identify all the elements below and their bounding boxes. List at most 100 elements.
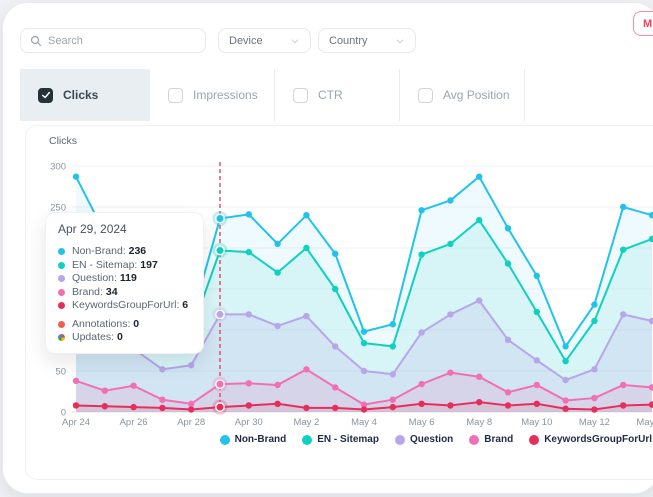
data-point [332,285,339,293]
x-tick-label: Apr 26 [120,417,148,428]
legend-item-non-brand[interactable]: Non-Brand [219,434,286,445]
tooltip-row-non-brand: Non-Brand: 236 [58,245,191,259]
tab-avg-position[interactable]: Avg Position [400,69,525,121]
data-point [418,251,425,258]
data-point [245,248,252,256]
legend-label: Brand [484,434,514,445]
corner-menu-button-label: M [643,17,653,30]
checkbox-icon[interactable] [293,87,308,103]
data-point [591,317,598,325]
data-point [130,382,137,389]
data-point [562,376,569,384]
tooltip-row-text: EN - Sitemap: 197 [72,258,158,271]
tooltip-row-text: Updates: 0 [72,331,123,343]
checkbox-icon[interactable] [418,87,433,103]
data-point [274,322,281,330]
data-point [533,272,540,280]
data-point [101,403,109,410]
data-point [447,311,454,318]
data-point [447,402,454,409]
data-point [360,367,368,375]
checkbox-checked-icon[interactable] [38,87,53,103]
data-point [418,380,425,388]
data-point [648,212,653,219]
data-point [303,404,310,412]
search-placeholder: Search [48,34,83,47]
chevron-down-icon [291,38,299,43]
tab-ctr[interactable]: CTR [275,69,400,121]
data-point [274,381,281,389]
data-point [101,387,109,394]
data-point [648,235,653,243]
y-tick-label: 50 [55,367,66,378]
tooltip-row-text: Non-Brand: 236 [72,245,147,257]
chevron-down-icon [396,38,404,43]
metric-tabs: Clicks Impressions CTR Avg Position [20,69,525,121]
tooltip-date: Apr 29, 2024 [58,222,127,236]
data-point [591,301,598,308]
data-point [332,343,339,350]
data-point [562,405,569,412]
legend-item-question[interactable]: Question [394,434,453,445]
tab-impressions[interactable]: Impressions [150,69,275,121]
tab-label: CTR [318,88,343,102]
legend-item-en-sitemap[interactable]: EN - Sitemap [302,434,379,445]
data-point [389,321,396,328]
tooltip-row-text: Brand: 34 [72,285,118,298]
data-point [188,400,195,407]
data-point [303,244,310,252]
tooltip-row-text: Annotations: 0 [72,317,140,330]
data-point [476,373,483,380]
data-point [418,329,425,336]
legend-item-brand[interactable]: Brand [469,434,513,445]
tooltip-row-text: KeywordsGroupForUrl: 6 [72,299,189,311]
data-point [389,343,396,350]
updates-multicolor-icon [58,334,65,342]
x-tick-label: May 4 [351,417,377,428]
chart-tooltip: Apr 29, 2024 Non-Brand: 236 EN - Sitemap:… [45,212,204,354]
data-point [159,404,166,412]
device-dropdown[interactable]: Device [218,28,311,53]
data-point [188,406,195,413]
data-point [591,366,598,373]
legend-dot-icon [529,434,540,445]
country-dropdown-label: Country [329,34,368,47]
data-point [72,402,80,409]
y-axis-title: Clicks [49,135,77,147]
data-point [245,211,252,218]
data-point [620,203,627,211]
tab-label: Clicks [63,88,99,102]
tab-clicks[interactable]: Clicks [20,69,150,121]
legend-item-keywordsgroupforurl[interactable]: KeywordsGroupForUrl [529,434,652,445]
tooltip-row-annotations: Annotations: 0 [58,318,191,332]
checkbox-icon[interactable] [168,87,183,103]
data-point [332,404,339,412]
tooltip-row-question: Question: 119 [58,272,191,286]
search-input[interactable]: Search [20,28,206,53]
data-point [130,403,137,411]
data-point [504,225,512,232]
data-point [245,380,252,387]
data-point [159,366,166,373]
data-point [447,369,454,376]
data-point [476,216,483,224]
highlight-point [215,402,225,412]
data-point [562,357,569,365]
highlight-point [215,379,225,390]
tooltip-dot-icon [58,275,65,283]
highlight-point [215,213,225,224]
data-point [159,396,166,403]
tab-label: Avg Position [443,88,510,102]
legend-dot-icon [394,434,405,445]
tooltip-dot-icon [58,320,65,328]
corner-menu-button[interactable]: M [633,11,653,36]
tooltip-row-updates: Updates: 0 [58,331,191,345]
tooltip-row-keywordsgroupforurl: KeywordsGroupForUrl: 6 [58,299,191,313]
x-tick-label: Apr 30 [235,417,263,428]
data-point [476,297,483,304]
y-tick-label: 250 [50,203,66,214]
tooltip-row-en-sitemap: EN - Sitemap: 197 [58,259,191,273]
data-point [447,240,454,248]
country-dropdown[interactable]: Country [318,28,416,53]
x-tick-label: Apr 28 [177,417,205,428]
